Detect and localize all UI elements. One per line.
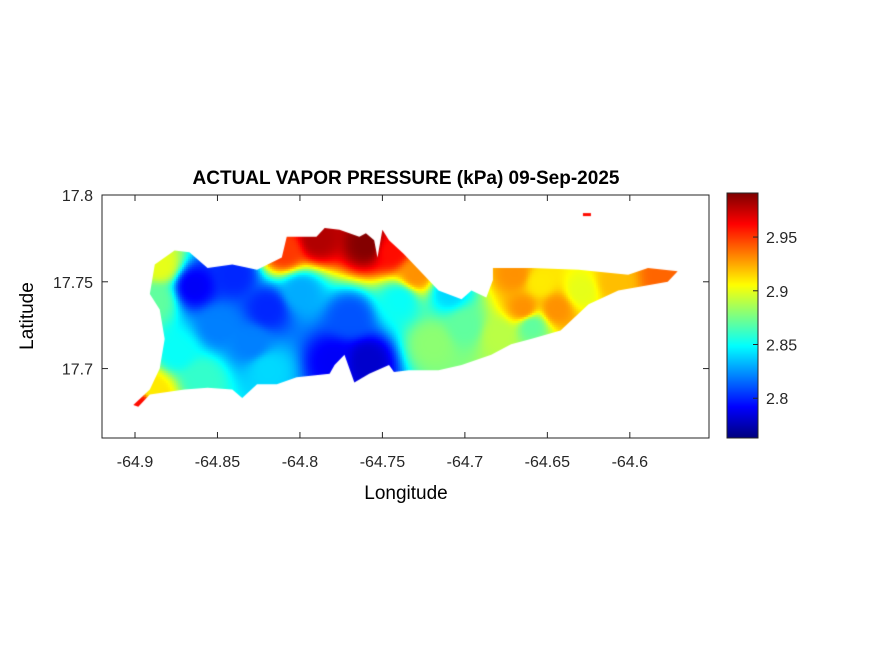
colorbar-tick-label: 2.8 xyxy=(766,391,788,408)
heatmap-surface xyxy=(102,195,709,438)
colorbar-tick-label: 2.85 xyxy=(766,338,797,355)
x-tick-label: -64.85 xyxy=(195,454,240,471)
x-axis-label: Longitude xyxy=(364,483,447,504)
x-tick-label: -64.7 xyxy=(447,454,484,471)
x-tick-label: -64.9 xyxy=(117,454,154,471)
colorbar-tick-label: 2.9 xyxy=(766,284,788,301)
heatmap-container xyxy=(102,195,709,438)
chart-title: ACTUAL VAPOR PRESSURE (kPa) 09-Sep-2025 xyxy=(193,168,620,189)
colorbar-gradient xyxy=(727,193,758,438)
y-tick-label: 17.75 xyxy=(53,275,93,292)
x-tick-label: -64.75 xyxy=(360,454,405,471)
x-tick-label: -64.8 xyxy=(282,454,319,471)
colorbar-container xyxy=(727,193,758,438)
x-tick-label: -64.6 xyxy=(612,454,649,471)
axes: -64.9 -64.85 -64.8 -64.75 -64.7 -64.65 -64.6 17… xyxy=(53,188,710,471)
y-axis-label: Latitude xyxy=(17,282,38,350)
axes-box xyxy=(101,194,710,439)
y-tick-label: 17.8 xyxy=(62,188,93,205)
colorbar: 2.8 2.85 2.9 2.95 xyxy=(726,192,797,439)
y-tick-label: 17.7 xyxy=(62,362,93,379)
colorbar-tick-label: 2.95 xyxy=(766,230,797,247)
x-tick-label: -64.65 xyxy=(525,454,570,471)
colorbar-box xyxy=(726,192,759,439)
